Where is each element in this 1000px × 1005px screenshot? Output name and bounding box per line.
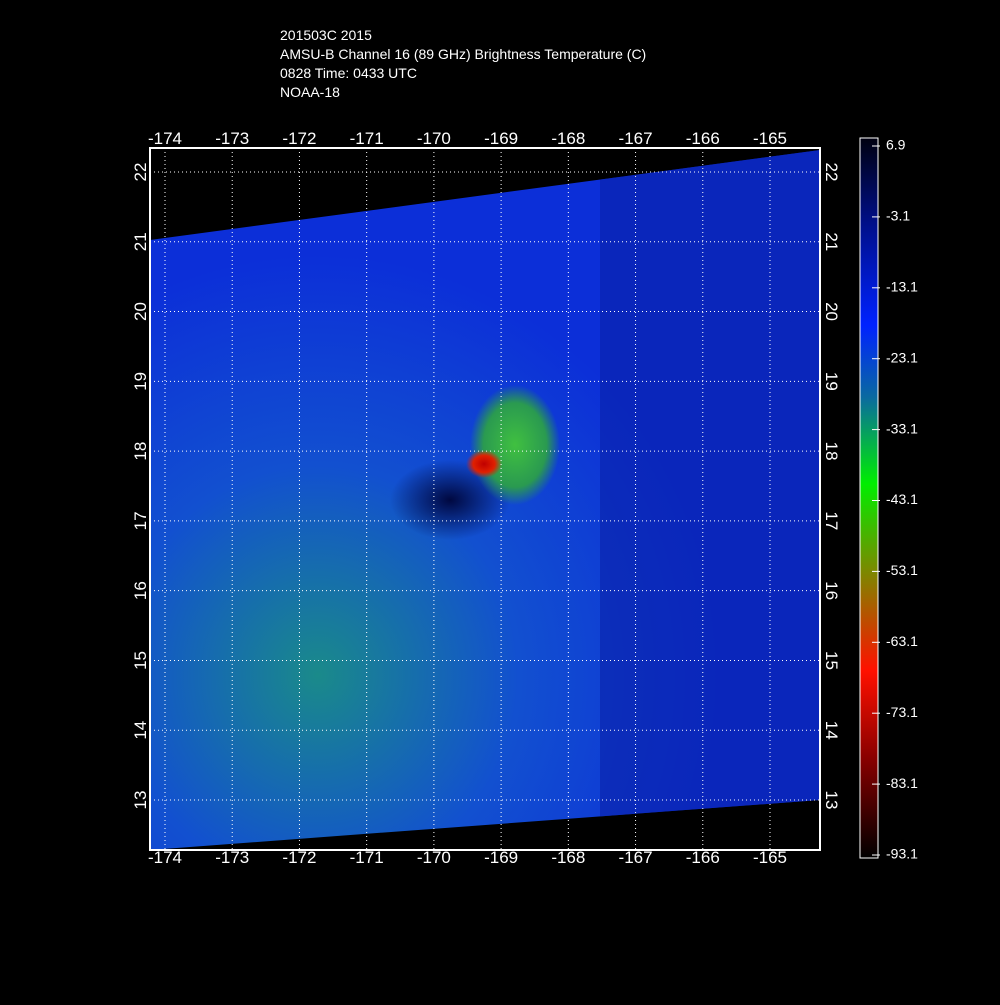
lon-label: -171 — [350, 848, 384, 867]
lon-label: -165 — [753, 129, 787, 148]
imagery — [150, 150, 820, 850]
lat-label: 16 — [131, 581, 150, 600]
lon-label: -169 — [484, 129, 518, 148]
lat-label: 22 — [131, 163, 150, 182]
lat-label: 21 — [822, 232, 841, 251]
map-frame — [149, 147, 821, 851]
colorbar-label: -73.1 — [886, 704, 918, 720]
lat-label: 16 — [822, 581, 841, 600]
colorbar-label: -63.1 — [886, 633, 918, 649]
lon-label: -172 — [282, 848, 316, 867]
header-line: AMSU-B Channel 16 (89 GHz) Brightness Te… — [280, 46, 646, 62]
lat-label: 14 — [822, 721, 841, 740]
colorbar-label: 6.9 — [886, 137, 906, 153]
lon-label: -170 — [417, 129, 451, 148]
lat-label: 20 — [131, 302, 150, 321]
lat-label: 13 — [131, 791, 150, 810]
lat-label: 22 — [822, 163, 841, 182]
colorbar-label: -43.1 — [886, 491, 918, 507]
colorbar-label: -83.1 — [886, 775, 918, 791]
lat-label: 20 — [822, 302, 841, 321]
lat-label: 19 — [131, 372, 150, 391]
colorbar-label: -13.1 — [886, 279, 918, 295]
lon-label: -173 — [215, 848, 249, 867]
lon-label: -173 — [215, 129, 249, 148]
lat-label: 13 — [822, 791, 841, 810]
header-line: 201503C 2015 — [280, 27, 372, 43]
lon-label: -167 — [619, 129, 653, 148]
colorbar-label: -33.1 — [886, 420, 918, 436]
lon-label: -168 — [551, 848, 585, 867]
colorbar — [859, 137, 879, 859]
lat-label: 19 — [822, 372, 841, 391]
lon-label: -172 — [282, 129, 316, 148]
lat-label: 15 — [822, 651, 841, 670]
lat-label: 14 — [131, 721, 150, 740]
header-line: 0828 Time: 0433 UTC — [280, 65, 417, 81]
lon-label: -174 — [148, 129, 182, 148]
colorbar-label: -23.1 — [886, 349, 918, 365]
lon-label: -174 — [148, 848, 182, 867]
lon-label: -170 — [417, 848, 451, 867]
header-line: NOAA-18 — [280, 84, 340, 100]
colorbar-label: -53.1 — [886, 562, 918, 578]
lon-label: -166 — [686, 848, 720, 867]
lon-label: -168 — [551, 129, 585, 148]
lat-label: 18 — [822, 442, 841, 461]
lon-label: -171 — [350, 129, 384, 148]
lon-label: -169 — [484, 848, 518, 867]
lat-label: 21 — [131, 232, 150, 251]
colorbar-label: -93.1 — [886, 846, 918, 862]
lon-label: -167 — [619, 848, 653, 867]
lat-label: 18 — [131, 442, 150, 461]
lon-label: -165 — [753, 848, 787, 867]
lon-label: -166 — [686, 129, 720, 148]
colorbar-label: -3.1 — [886, 208, 910, 224]
lat-label: 17 — [822, 511, 841, 530]
lat-label: 17 — [131, 511, 150, 530]
lat-label: 15 — [131, 651, 150, 670]
